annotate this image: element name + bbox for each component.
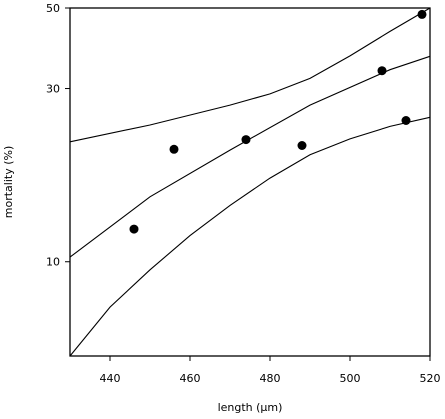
data-point bbox=[297, 141, 307, 150]
data-point bbox=[377, 66, 387, 76]
upper-confidence-band bbox=[69, 7, 431, 143]
y-tick-label: 10 bbox=[46, 256, 60, 269]
x-tick-label: 480 bbox=[260, 372, 281, 385]
plot-content bbox=[69, 7, 431, 357]
data-point bbox=[129, 224, 139, 234]
regression-line bbox=[69, 55, 431, 258]
data-point bbox=[417, 9, 427, 19]
lower-confidence-band bbox=[69, 116, 431, 357]
data-point bbox=[401, 116, 411, 125]
x-axis-label: length (μm) bbox=[218, 401, 283, 414]
x-tick-label: 500 bbox=[340, 372, 361, 385]
x-tick-label: 460 bbox=[180, 372, 201, 385]
y-axis-label: mortality (%) bbox=[2, 146, 15, 219]
y-tick-label: 30 bbox=[46, 83, 60, 96]
data-point bbox=[241, 135, 251, 145]
data-point bbox=[169, 144, 179, 154]
x-tick-label: 520 bbox=[420, 372, 441, 385]
x-axis: 440 460 480 500 520 bbox=[100, 356, 441, 385]
y-tick-label: 50 bbox=[46, 2, 60, 15]
x-tick-label: 440 bbox=[100, 372, 121, 385]
y-axis: 10 30 50 bbox=[46, 2, 70, 269]
plot-frame bbox=[69, 7, 431, 357]
